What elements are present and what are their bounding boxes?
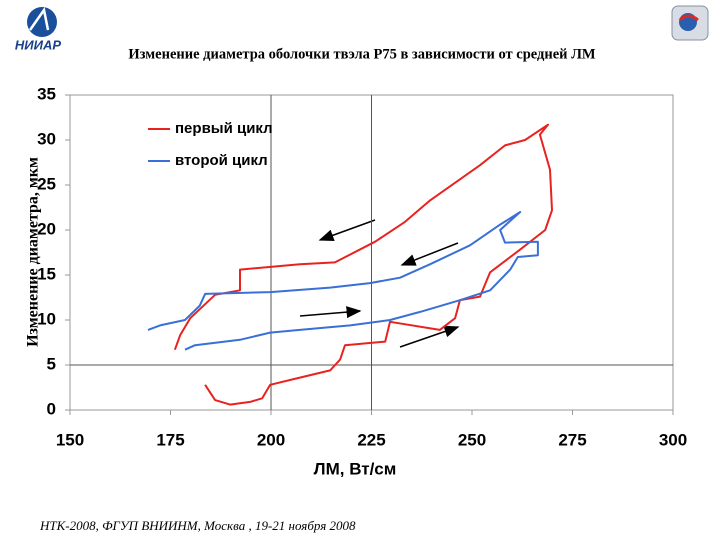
x-tick-label: 225 <box>357 430 385 449</box>
y-tick-label: 0 <box>47 399 56 418</box>
logo-right <box>671 5 709 41</box>
x-tick-label: 175 <box>156 430 184 449</box>
y-tick-label: 20 <box>37 219 56 238</box>
y-tick-label: 35 <box>37 84 56 103</box>
logo-text: НИИАР <box>15 37 61 52</box>
chart-title: Изменение диаметра оболочки твэла Р75 в … <box>128 46 596 62</box>
y-tick-label: 15 <box>37 264 56 283</box>
logo-left <box>27 6 57 37</box>
series-line <box>173 123 553 406</box>
x-axis-label: ЛМ, Вт/см <box>314 459 397 478</box>
x-tick-label: 250 <box>458 430 486 449</box>
legend-label: второй цикл <box>175 152 268 169</box>
y-tick-label: 10 <box>37 309 56 328</box>
y-tick-label: 30 <box>37 129 56 148</box>
x-tick-label: 150 <box>56 430 84 449</box>
footer: НТК-2008, ФГУП ВНИИНМ, Москва , 19-21 но… <box>39 518 356 533</box>
legend-label: первый цикл <box>175 120 273 137</box>
x-tick-label: 300 <box>659 430 687 449</box>
x-tick-label: 275 <box>558 430 586 449</box>
series-line <box>147 211 539 351</box>
y-axis-label: Изменение диаметра, мкм <box>25 157 42 347</box>
x-tick-label: 200 <box>257 430 285 449</box>
arrows <box>299 219 460 348</box>
y-tick-label: 5 <box>47 354 56 373</box>
y-tick-label: 25 <box>37 174 56 193</box>
